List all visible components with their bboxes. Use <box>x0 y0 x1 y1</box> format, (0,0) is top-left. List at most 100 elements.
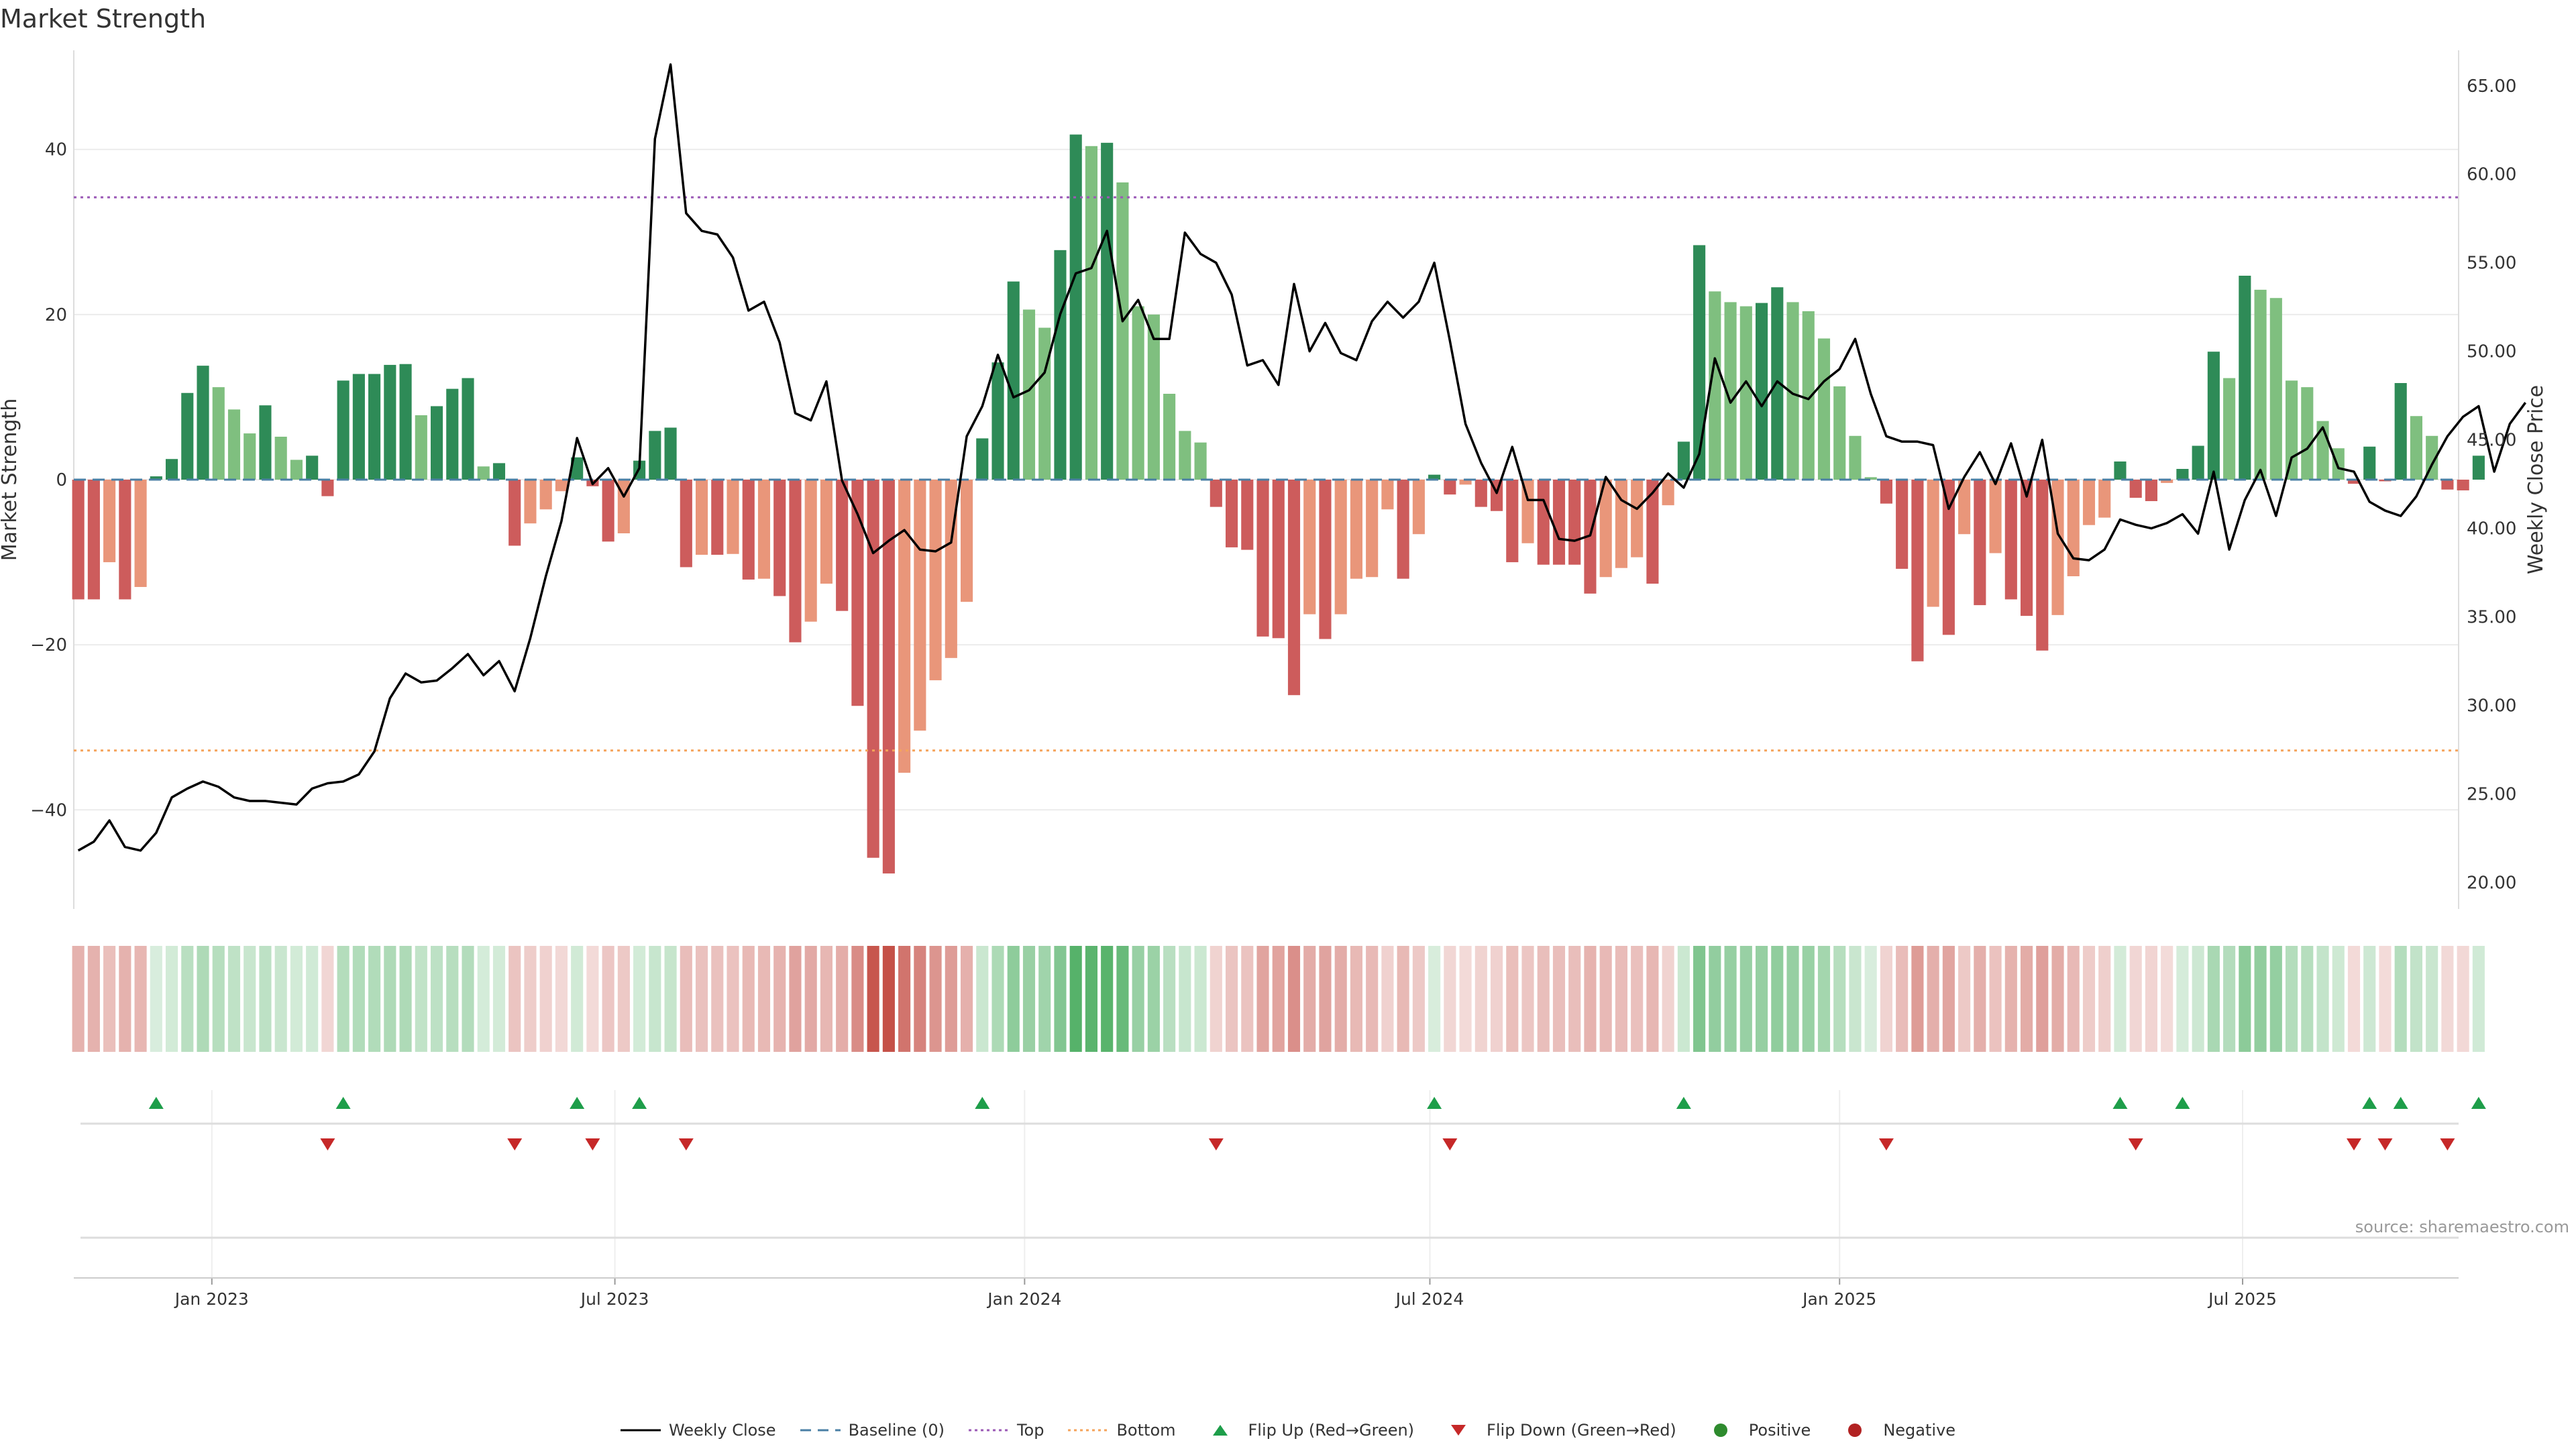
strength-bar <box>212 387 225 480</box>
dotted-line-icon <box>968 1429 1009 1432</box>
heat-cell <box>2426 946 2438 1052</box>
strength-bar <box>898 480 911 773</box>
heat-cell <box>1568 946 1581 1052</box>
triangle-up-icon <box>1212 1425 1228 1436</box>
axis-labels: −40 −20 0 20 40 20.00 25.00 30.00 35.00 40.00 45.0… <box>0 76 2548 1309</box>
strength-bar <box>789 480 802 643</box>
flip-up-marker <box>2393 1097 2408 1109</box>
strength-bar <box>119 480 131 600</box>
heat-cell <box>1116 946 1129 1052</box>
heat-cell <box>415 946 427 1052</box>
y-axis-label: Market Strength <box>0 398 21 561</box>
source-note: source: sharemaestro.com <box>2355 1218 2569 1236</box>
heat-cell <box>867 946 879 1052</box>
strength-bar <box>1833 386 1846 480</box>
strength-bar <box>991 362 1004 480</box>
heat-cell <box>2161 946 2174 1052</box>
heat-cell <box>789 946 802 1052</box>
strength-bar <box>134 480 147 587</box>
heat-cell <box>2145 946 2157 1052</box>
strength-bar <box>2332 448 2345 480</box>
x-tick-label: Jul 2025 <box>2207 1289 2277 1309</box>
heat-cell <box>352 946 365 1052</box>
heat-cell <box>555 946 568 1052</box>
strength-bar <box>1256 480 1269 637</box>
legend-item: Top <box>968 1421 1044 1440</box>
legend-item: Positive <box>1701 1421 1811 1440</box>
flip-up-marker <box>1427 1097 1442 1109</box>
strength-bar <box>820 480 833 584</box>
heat-cell <box>1958 946 1971 1052</box>
flip-down-marker <box>1878 1138 1894 1150</box>
strength-bar <box>1631 480 1644 557</box>
heat-cell <box>72 946 85 1052</box>
legend-label: Negative <box>1883 1421 1956 1440</box>
heat-cell <box>960 946 973 1052</box>
heat-cell <box>134 946 147 1052</box>
heat-cell <box>1817 946 1831 1052</box>
strength-bar <box>602 480 614 542</box>
strength-bar <box>524 480 537 524</box>
heat-cell <box>1646 946 1659 1052</box>
strength-bar <box>1147 314 1160 480</box>
strength-bar <box>2239 276 2251 480</box>
strength-bar <box>368 374 381 480</box>
strength-bar <box>1568 480 1581 565</box>
strength-bar <box>1662 480 1674 506</box>
strength-bar <box>2192 445 2204 480</box>
heat-cell <box>1225 946 1238 1052</box>
heat-cell <box>1194 946 1207 1052</box>
x-tick-label: Jul 2023 <box>580 1289 649 1309</box>
heat-strip <box>72 946 2485 1052</box>
heat-cell <box>2020 946 2033 1052</box>
heat-cell <box>1677 946 1690 1052</box>
strength-bar <box>384 364 396 480</box>
heat-cell <box>384 946 396 1052</box>
heat-cell <box>1179 946 1191 1052</box>
heat-cell <box>991 946 1004 1052</box>
heat-cell <box>2472 946 2485 1052</box>
heat-cell <box>2332 946 2345 1052</box>
heat-cell <box>1210 946 1222 1052</box>
grid-lines <box>74 148 2459 1278</box>
heat-cell <box>1381 946 1394 1052</box>
strength-bar <box>2347 480 2361 484</box>
y2-tick-label: 20.00 <box>2467 873 2516 893</box>
heat-cell <box>2192 946 2204 1052</box>
flip-up-marker <box>570 1097 585 1109</box>
heat-cell <box>1755 946 1768 1052</box>
strength-bar <box>477 466 490 480</box>
flip-down-marker <box>320 1138 335 1150</box>
strength-bar <box>508 480 521 546</box>
heat-cell <box>1038 946 1051 1052</box>
heat-cell <box>2363 946 2376 1052</box>
strength-bar <box>259 405 272 480</box>
strength-bar <box>1677 441 1690 480</box>
strength-bar <box>1241 480 1254 550</box>
heat-cell <box>274 946 287 1052</box>
strength-bar <box>1085 146 1097 480</box>
strength-bar <box>2269 298 2282 480</box>
strength-bar <box>2114 461 2127 480</box>
heat-cell <box>1303 946 1316 1052</box>
y2-tick-label: 30.00 <box>2467 696 2516 716</box>
flip-markers <box>148 1097 2486 1150</box>
heat-cell <box>244 946 256 1052</box>
strength-bar <box>1225 480 1238 547</box>
strength-bar <box>1038 327 1051 480</box>
flip-up-marker <box>2362 1097 2377 1109</box>
strength-bar <box>1163 394 1176 480</box>
heat-cell <box>337 946 350 1052</box>
strength-bar <box>1334 480 1347 614</box>
circle-icon <box>1848 1424 1862 1437</box>
strength-bar <box>2004 480 2017 600</box>
heat-cell <box>976 946 989 1052</box>
heat-cell <box>1537 946 1550 1052</box>
strength-bar <box>1007 281 1020 480</box>
heat-cell <box>1069 946 1082 1052</box>
strength-bar <box>1739 306 1752 480</box>
heat-cell <box>539 946 552 1052</box>
strength-bar <box>446 388 459 480</box>
strength-bar <box>1272 480 1285 639</box>
heat-cell <box>1974 946 1986 1052</box>
